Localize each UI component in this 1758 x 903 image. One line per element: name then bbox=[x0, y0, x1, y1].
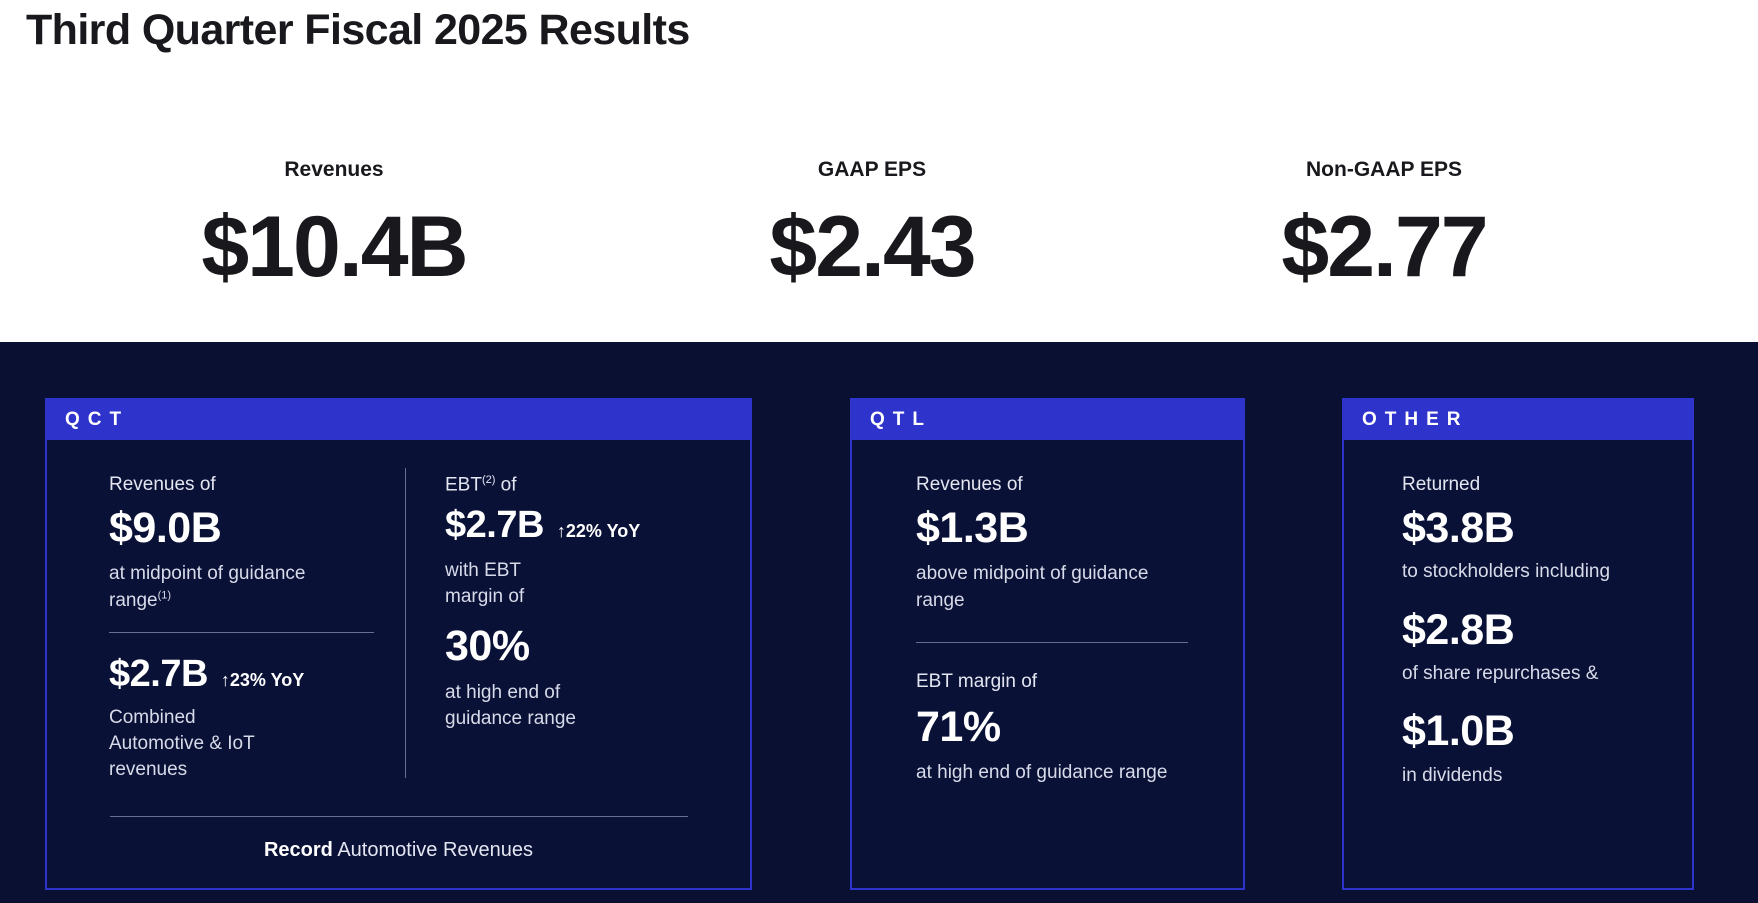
other-card: OTHER Returned $3.8B to stockholders inc… bbox=[1342, 398, 1694, 890]
divider bbox=[916, 641, 1188, 643]
repurchases-value: $2.8B bbox=[1402, 605, 1515, 654]
qtl-card-header: QTL bbox=[852, 400, 1243, 440]
qct-footer: Record Automotive Revenues bbox=[47, 816, 750, 862]
metric-value: $10.4B bbox=[201, 199, 468, 295]
intro-text: of bbox=[495, 474, 517, 496]
caption: at midpoint of guidance range(1) bbox=[109, 561, 344, 613]
metric-nongaap-eps: Non-GAAP EPS $2.77 bbox=[1281, 158, 1488, 295]
metric-label: Revenues bbox=[284, 158, 384, 181]
other-card-header: OTHER bbox=[1344, 400, 1692, 440]
yoy-badge: ↑23% YoY bbox=[220, 669, 305, 690]
ebt-value-row: $2.7B ↑22% YoY bbox=[445, 504, 720, 548]
intro-text: EBT bbox=[445, 474, 482, 496]
caption-text: at midpoint of guidance range bbox=[109, 563, 306, 611]
caption: of share repurchases & bbox=[1402, 663, 1599, 685]
auto-iot-value: $2.7B bbox=[109, 652, 208, 695]
intro-label: EBT margin of bbox=[916, 670, 1038, 692]
caption: Combined Automotive & IoT revenues bbox=[109, 706, 255, 780]
qct-card-body: Revenues of $9.0B at midpoint of guidanc… bbox=[47, 440, 750, 888]
header-section: Third Quarter Fiscal 2025 Results Revenu… bbox=[0, 0, 1758, 342]
divider bbox=[109, 816, 688, 817]
caption: at high end of guidance range bbox=[916, 762, 1168, 784]
intro-label: Revenues of bbox=[109, 474, 216, 495]
yoy-badge: ↑22% YoY bbox=[556, 521, 641, 542]
intro-label: EBT(2) of bbox=[445, 474, 720, 496]
footer-note-bold: Record bbox=[263, 839, 333, 861]
qct-ebt-block: EBT(2) of $2.7B ↑22% YoY with EBT margin… bbox=[445, 474, 720, 732]
metric-value: $2.43 bbox=[769, 199, 976, 295]
caption: in dividends bbox=[1402, 764, 1503, 786]
qtl-ebt-margin-value: 71% bbox=[916, 702, 1001, 751]
qct-footer-note: Record Automotive Revenues bbox=[47, 839, 750, 862]
dividends-value: $1.0B bbox=[1402, 707, 1515, 756]
metric-label: GAAP EPS bbox=[817, 158, 927, 181]
returned-value: $3.8B bbox=[1402, 504, 1515, 552]
metric-value: $2.77 bbox=[1281, 199, 1488, 295]
divider bbox=[109, 631, 374, 633]
caption: with EBT margin of bbox=[445, 560, 525, 608]
qct-card-header: QCT bbox=[47, 400, 750, 440]
qct-card: QCT Revenues of $9.0B at midpoint of gui… bbox=[45, 398, 752, 890]
footnote-marker: (1) bbox=[157, 589, 172, 602]
qct-revenues-block: Revenues of $9.0B at midpoint of guidanc… bbox=[109, 474, 399, 783]
page-title: Third Quarter Fiscal 2025 Results bbox=[26, 6, 690, 54]
intro-label: Returned bbox=[1402, 474, 1481, 495]
footer-note-text: Automotive Revenues bbox=[332, 839, 534, 861]
caption: to stockholders including bbox=[1402, 561, 1611, 583]
metric-gaap-eps: GAAP EPS $2.43 bbox=[769, 158, 976, 295]
qtl-card-body: Revenues of $1.3B above midpoint of guid… bbox=[852, 440, 1243, 888]
intro-label: Revenues of bbox=[916, 474, 1023, 495]
qtl-card: QTL Revenues of $1.3B above midpoint of … bbox=[850, 398, 1245, 890]
caption: above midpoint of guidance range bbox=[916, 563, 1149, 611]
results-panel: QCT Revenues of $9.0B at midpoint of gui… bbox=[0, 342, 1758, 903]
ebt-value: $2.7B bbox=[445, 504, 544, 547]
metric-label: Non-GAAP EPS bbox=[1306, 158, 1462, 181]
auto-iot-value-row: $2.7B ↑23% YoY bbox=[109, 653, 399, 697]
other-card-body: Returned $3.8B to stockholders including… bbox=[1344, 440, 1692, 888]
qtl-revenue-value: $1.3B bbox=[916, 504, 1029, 552]
footnote-marker: (2) bbox=[481, 474, 496, 486]
qct-revenue-value: $9.0B bbox=[109, 504, 222, 552]
caption: at high end of guidance range bbox=[445, 681, 576, 730]
divider bbox=[405, 468, 406, 778]
ebt-margin-value: 30% bbox=[445, 622, 530, 671]
metric-revenues: Revenues $10.4B bbox=[201, 158, 468, 295]
